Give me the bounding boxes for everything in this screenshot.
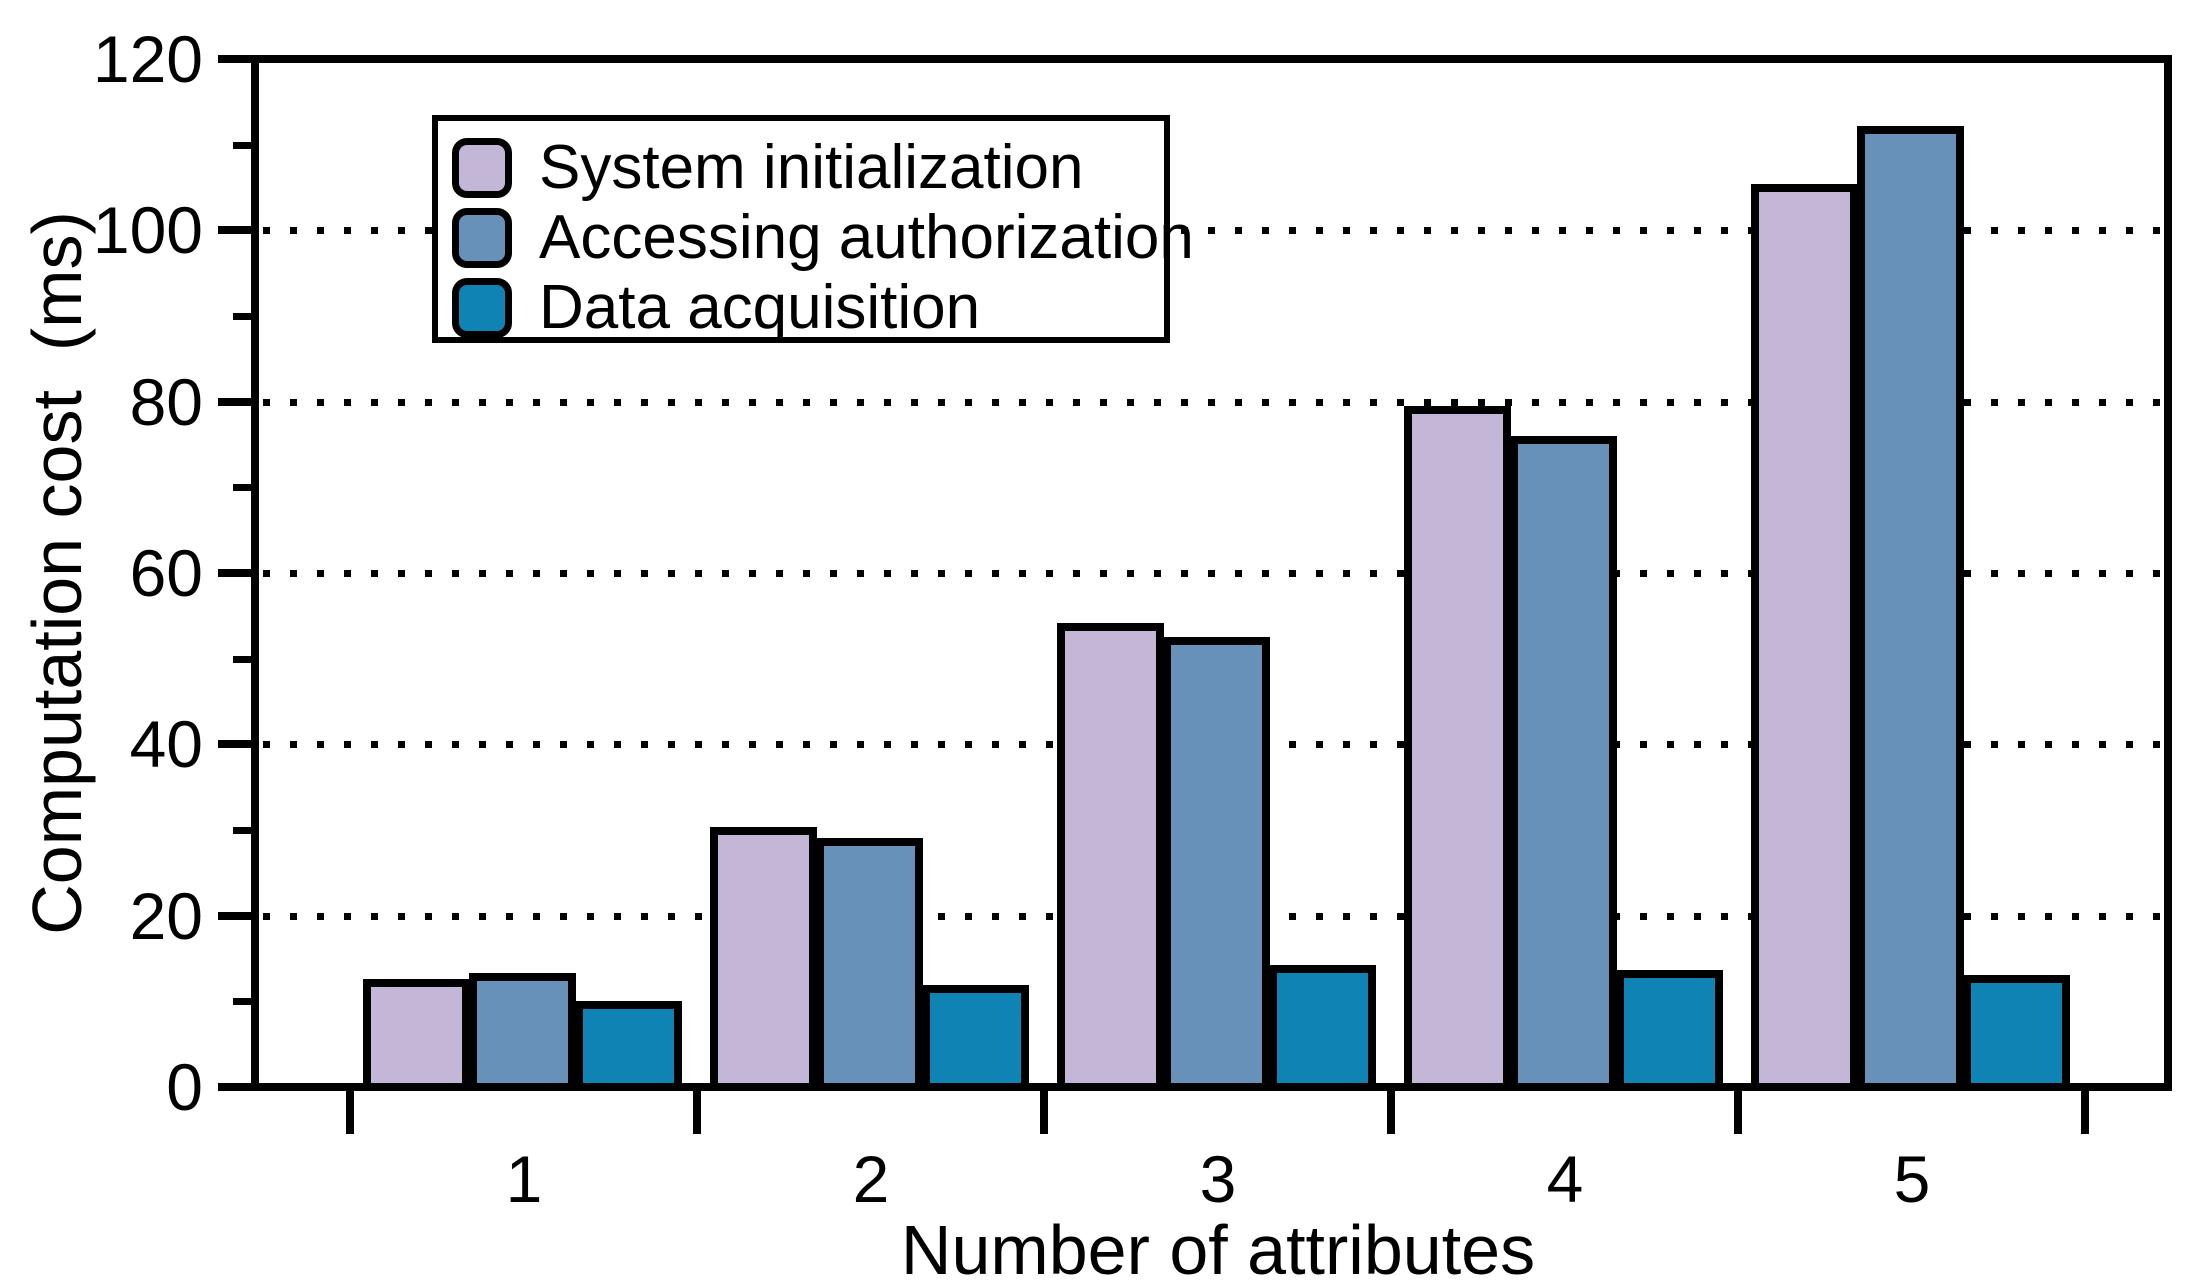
y-tick-label-20: 20 <box>129 879 203 953</box>
bar-system-initialization-5 <box>1751 184 1858 1091</box>
bar-system-initialization-3 <box>1057 623 1164 1091</box>
bar-accessing-authorization-3 <box>1163 637 1270 1091</box>
x-tick-label-4: 4 <box>1546 1142 1584 1216</box>
x-axis-label: Number of attributes <box>900 1211 1536 1286</box>
legend-row-system-initialization: System initialization <box>452 133 1154 203</box>
legend-swatch-accessing-authorization <box>452 208 512 268</box>
x-tick-2 <box>1040 1091 1048 1134</box>
legend-row-accessing-authorization: Accessing authorization <box>452 203 1194 273</box>
bar-accessing-authorization-2 <box>816 838 923 1091</box>
y-tick-label-40: 40 <box>129 707 203 781</box>
bar-system-initialization-4 <box>1404 406 1511 1091</box>
y-minor-tick-110 <box>233 142 251 149</box>
gridline-80 <box>263 399 2160 406</box>
y-tick-0 <box>218 1083 251 1091</box>
bar-data-acquisition-1 <box>575 1001 682 1091</box>
bar-data-acquisition-3 <box>1269 965 1376 1091</box>
legend-swatch-data-acquisition <box>452 278 512 338</box>
y-tick-label-100: 100 <box>92 193 203 267</box>
legend-label-data-acquisition: Data acquisition <box>539 273 981 342</box>
legend-label-system-initialization: System initialization <box>539 133 1084 202</box>
y-minor-tick-90 <box>233 313 251 320</box>
y-tick-label-120: 120 <box>92 22 203 96</box>
y-minor-tick-70 <box>233 484 251 491</box>
y-tick-label-0: 0 <box>166 1050 203 1124</box>
legend-row-data-acquisition: Data acquisition <box>452 273 1154 343</box>
x-tick-label-2: 2 <box>852 1142 890 1216</box>
x-tick-5 <box>2081 1091 2089 1134</box>
bar-accessing-authorization-4 <box>1510 436 1617 1091</box>
x-tick-3 <box>1387 1091 1395 1134</box>
y-tick-40 <box>218 740 251 748</box>
x-tick-label-5: 5 <box>1893 1142 1931 1216</box>
gridline-100 <box>263 227 2160 234</box>
y-tick-120 <box>218 55 251 63</box>
y-minor-tick-10 <box>233 998 251 1005</box>
bar-system-initialization-2 <box>710 827 817 1091</box>
legend: System initialization Accessing authoriza… <box>432 115 1194 343</box>
x-tick-label-3: 3 <box>1199 1142 1237 1216</box>
legend-swatch-system-initialization <box>452 138 512 198</box>
bar-accessing-authorization-1 <box>469 973 576 1091</box>
y-tick-60 <box>218 569 251 577</box>
gridline-60 <box>263 570 2160 577</box>
x-tick-4 <box>1734 1091 1742 1134</box>
x-tick-0 <box>346 1091 354 1134</box>
y-tick-label-60: 60 <box>129 536 203 610</box>
bar-system-initialization-1 <box>363 979 470 1091</box>
y-minor-tick-50 <box>233 656 251 663</box>
y-tick-100 <box>218 226 251 234</box>
y-tick-20 <box>218 912 251 920</box>
x-tick-1 <box>693 1091 701 1134</box>
y-tick-label-80: 80 <box>129 365 203 439</box>
bar-data-acquisition-4 <box>1616 970 1723 1091</box>
bar-data-acquisition-2 <box>922 985 1029 1091</box>
bar-accessing-authorization-5 <box>1857 126 1964 1091</box>
x-tick-label-1: 1 <box>505 1142 543 1216</box>
y-tick-80 <box>218 398 251 406</box>
legend-label-accessing-authorization: Accessing authorization <box>539 203 1194 272</box>
y-minor-tick-30 <box>233 827 251 834</box>
bar-data-acquisition-5 <box>1963 975 2070 1091</box>
